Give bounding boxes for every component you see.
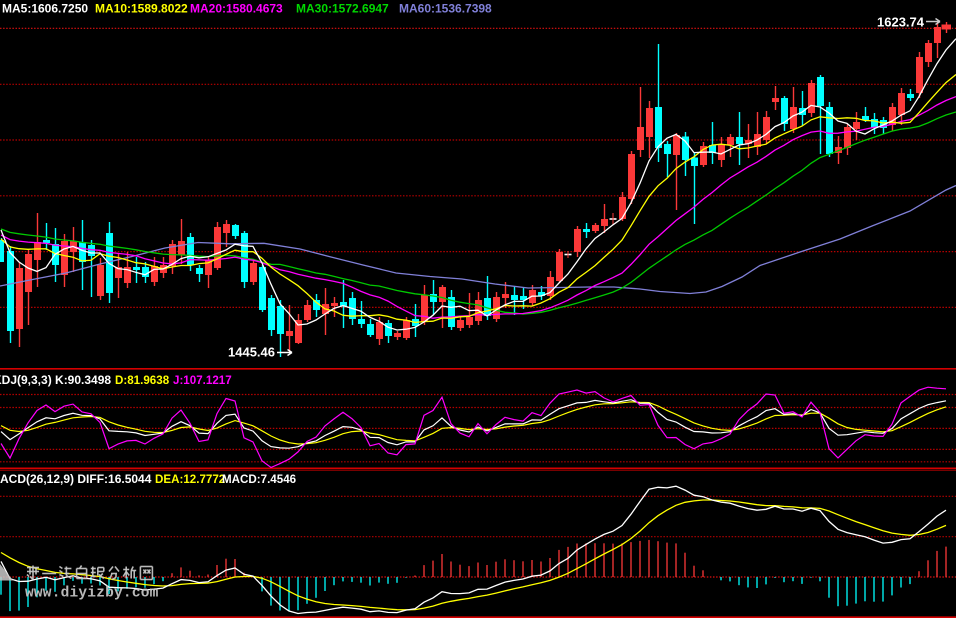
svg-text:1445.46: 1445.46 [228, 345, 275, 360]
svg-text:MACD(26,12,9) DIFF:16.5044: MACD(26,12,9) DIFF:16.5044 [0, 472, 152, 486]
svg-text:MA20:1580.4673: MA20:1580.4673 [190, 2, 283, 16]
svg-text:MA5:1606.7250: MA5:1606.7250 [2, 2, 88, 16]
svg-text:www.diyizby.com: www.diyizby.com [25, 586, 159, 602]
svg-text:KDJ(9,3,3) K:90.3498: KDJ(9,3,3) K:90.3498 [0, 373, 111, 387]
svg-text:1623.74: 1623.74 [877, 15, 925, 30]
svg-text:DEA:12.7772: DEA:12.7772 [155, 473, 225, 486]
svg-text:MA10:1589.8022: MA10:1589.8022 [95, 2, 188, 16]
svg-text:J:107.1217: J:107.1217 [173, 374, 232, 387]
svg-text:D:81.9638: D:81.9638 [115, 374, 170, 387]
svg-text:MA30:1572.6947: MA30:1572.6947 [296, 2, 389, 16]
svg-text:MACD:7.4546: MACD:7.4546 [222, 473, 297, 486]
svg-text:MA60:1536.7398: MA60:1536.7398 [399, 2, 492, 16]
